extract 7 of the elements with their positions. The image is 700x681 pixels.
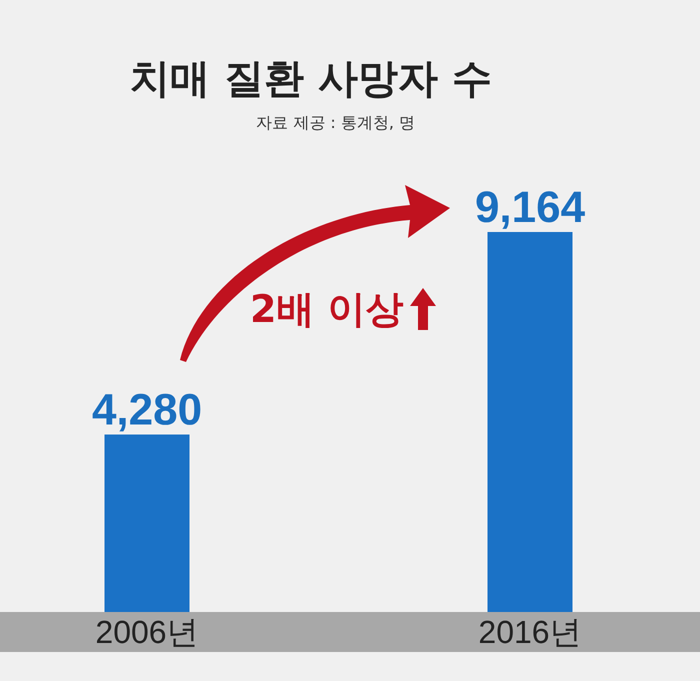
- x-tick-label: 2016년: [478, 614, 582, 650]
- annotation: 2배 이상: [250, 287, 404, 331]
- data-label: 9,164: [474, 183, 586, 232]
- data-label: 4,280: [92, 386, 202, 435]
- chart-title: 치매 질환 사망자 수: [130, 56, 492, 102]
- x-tick-label: 2006년: [95, 614, 199, 650]
- chart-subtitle: 자료 제공 : 통계청, 명: [256, 113, 415, 132]
